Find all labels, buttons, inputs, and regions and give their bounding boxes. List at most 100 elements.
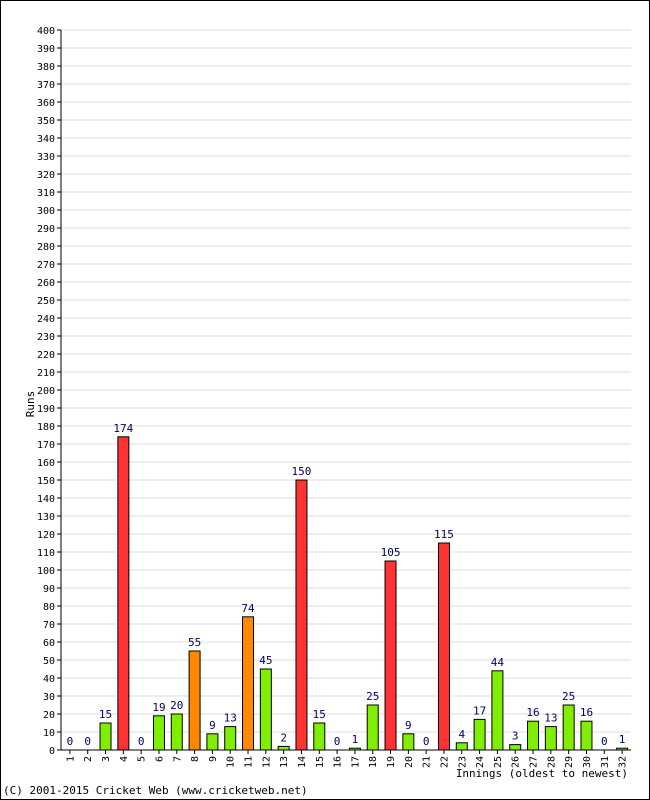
value-label-23: 4 (458, 728, 465, 741)
bar-innings-26 (509, 744, 522, 751)
x-tick-label-1: 1 (65, 756, 76, 762)
x-tick-label-26: 26 (511, 756, 522, 768)
x-tick-label-13: 13 (279, 756, 290, 768)
y-tick-label: 320 (37, 170, 55, 181)
x-tick-label-10: 10 (226, 756, 237, 768)
value-label-2: 0 (84, 735, 91, 748)
y-tick-label: 110 (37, 548, 55, 559)
bar-innings-3 (99, 722, 112, 751)
y-tick-label: 90 (43, 584, 55, 595)
bar-innings-15 (313, 722, 326, 751)
bar-innings-9 (206, 733, 219, 751)
bar-innings-25 (491, 670, 504, 751)
x-tick-label-3: 3 (101, 756, 112, 762)
y-tick-label: 290 (37, 224, 55, 235)
x-tick-label-7: 7 (172, 756, 183, 762)
bar-innings-12 (259, 668, 272, 751)
value-label-10: 13 (224, 712, 237, 725)
bar-innings-20 (402, 733, 415, 751)
value-label-21: 0 (423, 735, 430, 748)
bar-innings-8 (188, 650, 201, 751)
bar-innings-27 (527, 720, 540, 751)
x-tick-label-8: 8 (190, 756, 201, 762)
y-tick-label: 20 (43, 710, 55, 721)
y-tick-label: 120 (37, 530, 55, 541)
value-label-22: 115 (434, 528, 454, 541)
y-tick-label: 210 (37, 368, 55, 379)
bar-innings-19 (384, 560, 397, 751)
y-tick-label: 220 (37, 350, 55, 361)
bar-innings-18 (366, 704, 379, 751)
y-axis-title: Runs (24, 391, 37, 418)
bar-innings-10 (224, 726, 237, 751)
y-tick-label: 400 (37, 26, 55, 37)
bar-innings-23 (455, 742, 468, 751)
value-label-4: 174 (113, 422, 133, 435)
x-tick-label-25: 25 (493, 756, 504, 768)
x-tick-label-11: 11 (244, 756, 255, 768)
x-tick-label-16: 16 (333, 756, 344, 768)
y-tick-label: 390 (37, 44, 55, 55)
x-tick-label-30: 30 (582, 756, 593, 768)
y-tick-label: 190 (37, 404, 55, 415)
x-tick-label-19: 19 (386, 756, 397, 768)
y-tick-label: 80 (43, 602, 55, 613)
value-label-1: 0 (67, 735, 74, 748)
value-label-29: 25 (562, 690, 575, 703)
x-axis-title: Innings (oldest to newest) (456, 767, 628, 780)
value-label-19: 105 (381, 546, 401, 559)
bar-innings-7 (170, 713, 183, 751)
value-label-5: 0 (138, 735, 145, 748)
value-label-24: 17 (473, 704, 486, 717)
value-label-15: 15 (313, 708, 326, 721)
value-label-26: 3 (512, 730, 519, 743)
y-tick-label: 230 (37, 332, 55, 343)
value-label-20: 9 (405, 719, 412, 732)
value-label-14: 150 (292, 465, 312, 478)
x-tick-label-28: 28 (546, 756, 557, 768)
value-label-27: 16 (526, 706, 539, 719)
y-tick-label: 40 (43, 674, 55, 685)
x-tick-label-32: 32 (618, 756, 629, 768)
y-tick-label: 70 (43, 620, 55, 631)
x-tick-label-31: 31 (600, 756, 611, 768)
value-label-12: 45 (259, 654, 272, 667)
grid-lines (61, 29, 631, 751)
x-tick-label-5: 5 (137, 756, 148, 762)
y-tick-label: 130 (37, 512, 55, 523)
bar-innings-13 (277, 745, 290, 751)
value-label-16: 0 (334, 735, 341, 748)
y-tick-label: 30 (43, 692, 55, 703)
y-tick-label: 250 (37, 296, 55, 307)
y-tick-label: 300 (37, 206, 55, 217)
y-tick-label: 330 (37, 152, 55, 163)
bar-innings-6 (152, 715, 165, 751)
copyright-text: (C) 2001-2015 Cricket Web (www.cricketwe… (3, 784, 308, 797)
x-tick-label-14: 14 (297, 756, 308, 768)
y-tick-label: 370 (37, 80, 55, 91)
x-tick-label-9: 9 (208, 756, 219, 762)
y-tick-label: 280 (37, 242, 55, 253)
y-tick-label: 10 (43, 728, 55, 739)
x-tick-label-21: 21 (422, 756, 433, 768)
value-label-30: 16 (580, 706, 593, 719)
x-tick-label-4: 4 (119, 756, 130, 762)
value-label-28: 13 (544, 712, 557, 725)
y-tick-label: 350 (37, 116, 55, 127)
value-label-13: 2 (280, 731, 287, 744)
axes (57, 29, 631, 754)
y-tick-label: 170 (37, 440, 55, 451)
bars (99, 436, 629, 751)
y-tick-label: 310 (37, 188, 55, 199)
y-tick-label: 50 (43, 656, 55, 667)
y-tick-label: 240 (37, 314, 55, 325)
x-tick-label-17: 17 (350, 756, 361, 768)
x-tick-label-22: 22 (439, 756, 450, 768)
bar-innings-11 (242, 616, 255, 751)
value-label-6: 19 (152, 701, 165, 714)
x-tick-label-23: 23 (457, 756, 468, 768)
y-tick-label: 340 (37, 134, 55, 145)
x-tick-label-24: 24 (475, 756, 486, 768)
x-tick-label-12: 12 (261, 756, 272, 768)
